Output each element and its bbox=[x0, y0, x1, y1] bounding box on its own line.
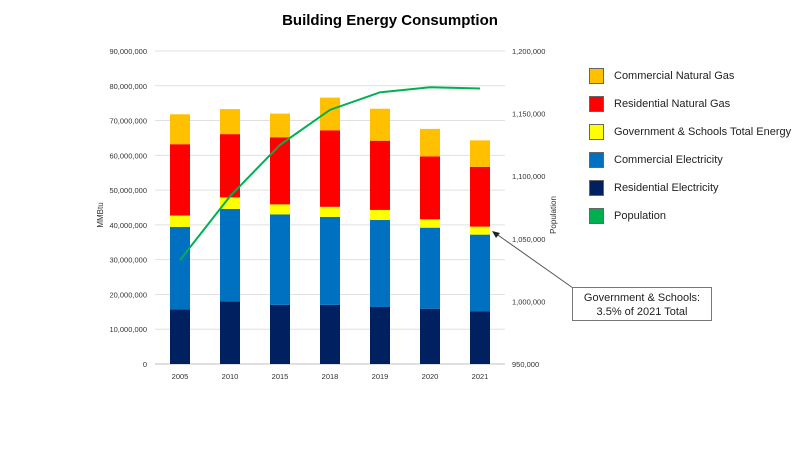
y2-tick-label: 1,150,000 bbox=[512, 110, 545, 119]
legend-label: Residential Electricity bbox=[614, 182, 719, 194]
x-tick-label: 2019 bbox=[372, 372, 389, 381]
legend-item: Residential Natural Gas bbox=[589, 90, 791, 118]
y-tick-label: 70,000,000 bbox=[109, 117, 147, 126]
legend-swatch bbox=[589, 96, 604, 112]
legend-label: Commercial Electricity bbox=[614, 154, 723, 166]
bar-segment bbox=[170, 215, 190, 227]
annotation-arrowhead bbox=[492, 231, 500, 238]
legend-item: Commercial Electricity bbox=[589, 146, 791, 174]
bar-segment bbox=[170, 309, 190, 364]
x-tick-label: 2005 bbox=[172, 372, 189, 381]
bar-segment bbox=[320, 97, 340, 131]
y-tick-label: 0 bbox=[143, 360, 147, 369]
x-tick-label: 2021 bbox=[472, 372, 489, 381]
y2-tick-label: 1,000,000 bbox=[512, 297, 545, 306]
bar-segment bbox=[320, 216, 340, 305]
legend: Commercial Natural Gas Residential Natura… bbox=[589, 62, 791, 230]
bar-segment bbox=[270, 214, 290, 305]
legend-label: Residential Natural Gas bbox=[614, 98, 731, 110]
x-tick-label: 2010 bbox=[222, 372, 239, 381]
x-tick-label: 2020 bbox=[422, 372, 439, 381]
bar-segment bbox=[220, 301, 240, 364]
y2-tick-label: 1,050,000 bbox=[512, 235, 545, 244]
bar-segment bbox=[470, 226, 490, 235]
legend-swatch bbox=[589, 152, 604, 168]
bar-segment bbox=[270, 204, 290, 215]
x-tick-label: 2015 bbox=[272, 372, 289, 381]
annotation-line-2: 3.5% of 2021 Total bbox=[596, 306, 688, 318]
bar-segment bbox=[470, 140, 490, 167]
bar-segment bbox=[320, 130, 340, 207]
y-tick-label: 50,000,000 bbox=[109, 186, 147, 195]
bar-segment bbox=[270, 137, 290, 205]
y2-tick-label: 1,100,000 bbox=[512, 172, 545, 181]
y2-tick-label: 1,200,000 bbox=[512, 47, 545, 56]
annotation-arrow bbox=[494, 232, 574, 289]
bar-segment bbox=[220, 208, 240, 302]
y2-tick-label: 950,000 bbox=[512, 360, 539, 369]
chart-title: Building Energy Consumption bbox=[282, 12, 498, 29]
legend-swatch bbox=[589, 68, 604, 84]
bar-segment bbox=[420, 227, 440, 309]
legend-item: Commercial Natural Gas bbox=[589, 62, 791, 90]
y-tick-label: 30,000,000 bbox=[109, 256, 147, 265]
bar-segment bbox=[370, 220, 390, 307]
legend-item: Population bbox=[589, 202, 791, 230]
y-tick-label: 80,000,000 bbox=[109, 82, 147, 91]
bar-segment bbox=[220, 197, 240, 209]
legend-swatch bbox=[589, 208, 604, 224]
annotation-line-1: Government & Schools: bbox=[583, 292, 701, 304]
bar-segment bbox=[320, 304, 340, 364]
annotation-box: Government & Schools: 3.5% of 2021 Total bbox=[572, 287, 712, 321]
bar-segment bbox=[470, 234, 490, 312]
y-tick-label: 10,000,000 bbox=[109, 325, 147, 334]
bar-segment bbox=[370, 306, 390, 364]
bar-segment bbox=[220, 109, 240, 135]
bar-segment bbox=[420, 308, 440, 364]
y-tick-label: 60,000,000 bbox=[109, 151, 147, 160]
bar-segment bbox=[370, 140, 390, 210]
bar-segment bbox=[270, 304, 290, 364]
x-tick-label: 2018 bbox=[322, 372, 339, 381]
legend-swatch bbox=[589, 124, 604, 140]
bar-segment bbox=[270, 113, 290, 138]
legend-item: Residential Electricity bbox=[589, 174, 791, 202]
bar-segment bbox=[420, 219, 440, 228]
bar-segment bbox=[420, 128, 440, 157]
legend-label: Government & Schools Total Energy bbox=[614, 126, 792, 138]
bar-segment bbox=[470, 166, 490, 227]
y2-axis-label: Population bbox=[549, 196, 558, 234]
y-tick-label: 90,000,000 bbox=[109, 47, 147, 56]
legend-swatch bbox=[589, 180, 604, 196]
bar-segment bbox=[370, 209, 390, 221]
bar-segment bbox=[170, 114, 190, 145]
bar-segment bbox=[470, 311, 490, 364]
bar-segment bbox=[170, 226, 190, 310]
legend-item: Government & Schools Total Energy bbox=[589, 118, 791, 146]
y-tick-label: 40,000,000 bbox=[109, 221, 147, 230]
y-axis-label: MMBtu bbox=[96, 202, 105, 227]
legend-label: Population bbox=[614, 210, 666, 222]
bar-segment bbox=[420, 156, 440, 220]
legend-label: Commercial Natural Gas bbox=[614, 70, 735, 82]
bar-segment bbox=[170, 144, 190, 216]
bar-segment bbox=[220, 134, 240, 198]
y-tick-label: 20,000,000 bbox=[109, 290, 147, 299]
bar-segment bbox=[370, 108, 390, 141]
bar-segment bbox=[320, 206, 340, 217]
